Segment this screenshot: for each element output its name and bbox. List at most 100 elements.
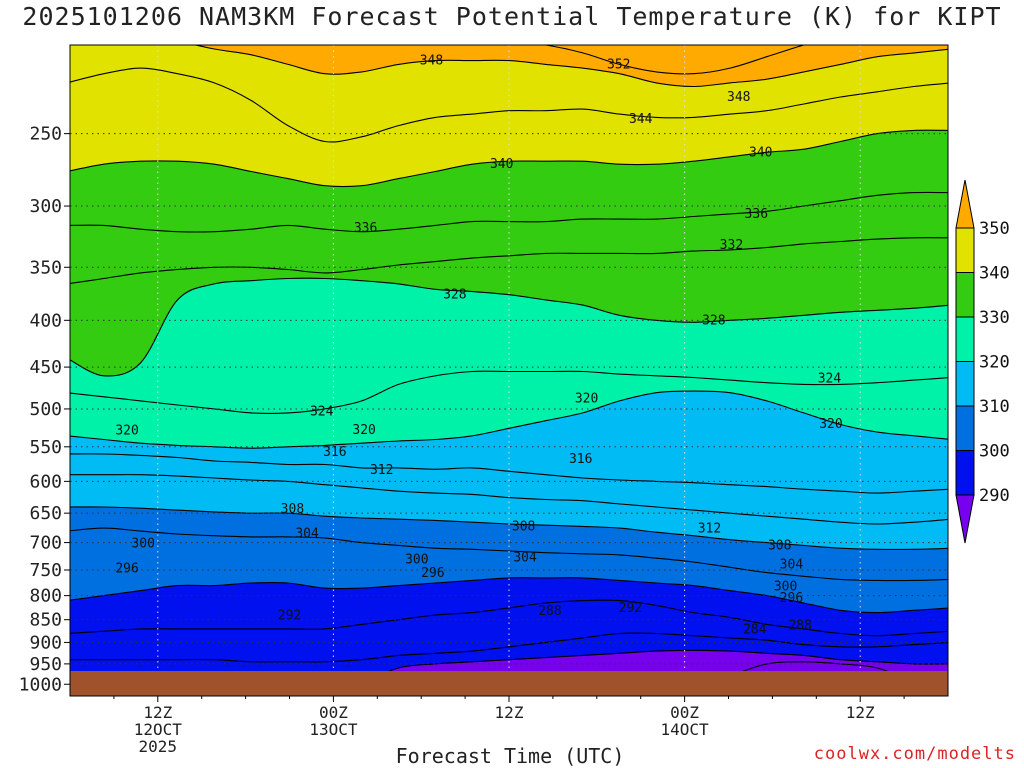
- ytick-label-800: 800: [29, 586, 62, 607]
- contour-label-text: 340: [749, 145, 772, 160]
- ytick-label-250: 250: [29, 124, 62, 145]
- contour-label-text: 288: [788, 619, 811, 634]
- contour-label-text: 296: [421, 566, 444, 581]
- band-fill-284: [743, 661, 887, 671]
- contour-label-328: 328: [443, 288, 466, 303]
- colorbar-segment-340: [955, 272, 975, 318]
- contour-label-text: 316: [323, 445, 346, 460]
- contour-label-text: 304: [513, 551, 537, 566]
- xtick-label-line2: 12OCT: [134, 720, 183, 739]
- chart-title: 2025101206 NAM3KM Forecast Potential Tem…: [22, 2, 1002, 31]
- colorbar-label-290: 290: [979, 486, 1010, 506]
- isentrope-296: [70, 599, 948, 637]
- colorbar-segment-310: [955, 405, 975, 451]
- colorbar-top-arrow: [955, 179, 975, 229]
- contour-label-304: 304: [513, 551, 537, 566]
- contour-label-text: 320: [352, 423, 375, 438]
- contour-label-304: 304: [295, 526, 319, 541]
- contour-label-296: 296: [780, 591, 803, 606]
- contour-label-text: 324: [310, 404, 334, 419]
- contour-labels: 348 352 348 344 340 340 336 336 332 328 328 324 324 3…: [115, 54, 842, 638]
- contour-label-text: 332: [720, 238, 743, 253]
- contour-label-text: 304: [780, 558, 804, 573]
- isentrope-284: [741, 661, 889, 671]
- contour-label-text: 320: [115, 424, 138, 439]
- contour-label-text: 348: [420, 54, 443, 69]
- xtick-label-line1: 12Z: [846, 703, 875, 722]
- contour-label-text: 316: [569, 452, 592, 467]
- isentrope-312: [70, 474, 948, 525]
- contour-label-text: 308: [512, 519, 535, 534]
- contour-label-text: 292: [278, 608, 301, 623]
- isentrope-316: [70, 453, 948, 494]
- contour-label-text: 292: [619, 601, 642, 616]
- isentrope-288: [387, 649, 948, 671]
- contour-label-348: 348: [727, 90, 750, 105]
- colorbar-bottom-arrow: [955, 494, 975, 544]
- xtick-label-line2: 14OCT: [661, 720, 710, 739]
- contour-label-328: 328: [702, 313, 725, 328]
- contour-label-320: 320: [575, 391, 598, 406]
- colorbar: 350 340 330 320 310 300 290: [955, 179, 1010, 544]
- colorbar-label-340: 340: [979, 264, 1010, 284]
- ytick-label-450: 450: [29, 357, 62, 378]
- contour-label-text: 324: [818, 371, 842, 386]
- xtick-label-line1: 00Z: [319, 703, 348, 722]
- contour-label-text: 328: [443, 288, 466, 303]
- ytick-label-850: 850: [29, 610, 62, 631]
- xtick-label-line1: 12Z: [495, 703, 524, 722]
- ground-below-surface: [70, 671, 948, 696]
- isentrope-lines: [67, 0, 951, 671]
- contour-label-text: 300: [131, 537, 154, 552]
- colorbar-label-310: 310: [979, 397, 1010, 417]
- contour-label-text: 336: [745, 207, 768, 222]
- credit-text: coolwx.com/modelts: [813, 744, 1016, 764]
- contour-label-text: 300: [774, 580, 797, 595]
- contour-label-text: 320: [819, 417, 842, 432]
- isentrope-356: [67, 0, 951, 41]
- contour-label-text: 304: [295, 526, 319, 541]
- ytick-label-900: 900: [29, 632, 62, 653]
- colorbar-label-320: 320: [979, 353, 1010, 373]
- contour-label-text: 328: [702, 313, 725, 328]
- contour-label-296: 296: [421, 566, 444, 581]
- contour-label-text: 300: [405, 552, 428, 567]
- contour-label-336: 336: [745, 207, 768, 222]
- contour-label-text: 348: [727, 90, 750, 105]
- contour-label-308: 308: [512, 519, 535, 534]
- colorbar-segment-320: [955, 361, 975, 407]
- isentrope-300: [70, 577, 948, 614]
- ytick-label-350: 350: [29, 257, 62, 278]
- pressure-axis: 2503003504004505005506006507007508008509…: [19, 124, 70, 695]
- ytick-label-300: 300: [29, 196, 62, 217]
- xtick-label-line1: 12Z: [143, 703, 172, 722]
- contour-label-292: 292: [619, 601, 642, 616]
- contour-label-text: 288: [538, 604, 561, 619]
- contour-label-336: 336: [354, 221, 377, 236]
- contour-label-292: 292: [278, 608, 301, 623]
- contour-label-340: 340: [490, 157, 513, 172]
- contour-label-284: 284: [743, 622, 767, 637]
- contour-label-text: 296: [780, 591, 803, 606]
- contour-label-320: 320: [352, 423, 375, 438]
- contour-label-288: 288: [788, 619, 811, 634]
- ytick-label-400: 400: [29, 310, 62, 331]
- contour-label-316: 316: [569, 452, 592, 467]
- contour-label-text: 344: [629, 112, 653, 127]
- xtick-label-line3: 2025: [139, 737, 178, 756]
- ytick-label-650: 650: [29, 503, 62, 524]
- contour-label-332: 332: [720, 238, 743, 253]
- ytick-label-700: 700: [29, 533, 62, 554]
- ytick-label-750: 750: [29, 560, 62, 581]
- colorbar-label-350: 350: [979, 219, 1010, 239]
- ytick-label-500: 500: [29, 399, 62, 420]
- contour-label-344: 344: [629, 112, 653, 127]
- isentrope-344: [70, 67, 948, 143]
- filled-contours: [70, 45, 948, 671]
- ytick-label-550: 550: [29, 437, 62, 458]
- contour-label-text: 296: [115, 561, 138, 576]
- colorbar-segment-300: [955, 450, 975, 496]
- colorbar-label-300: 300: [979, 442, 1010, 462]
- contour-label-304: 304: [780, 558, 804, 573]
- isentrope-292: [70, 632, 948, 663]
